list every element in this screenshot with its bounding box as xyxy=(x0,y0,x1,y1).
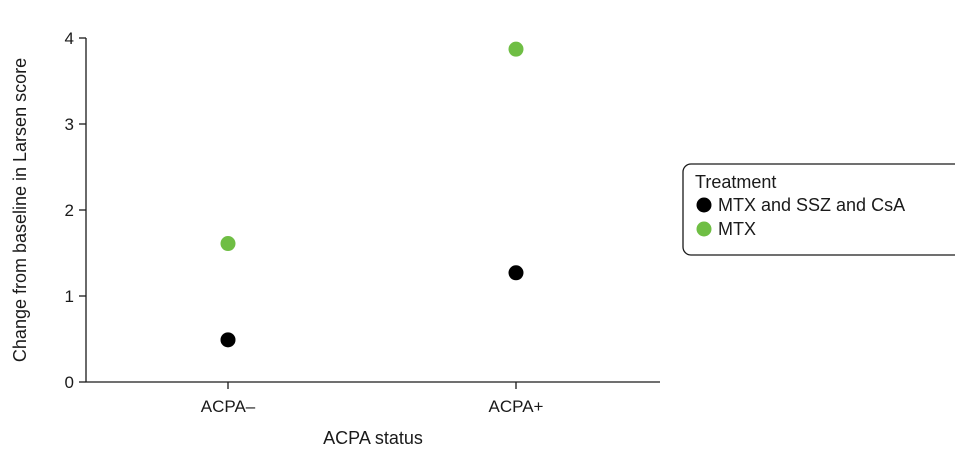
legend-label: MTX xyxy=(718,219,756,239)
x-axis-title: ACPA status xyxy=(323,428,423,448)
legend-box xyxy=(682,163,955,256)
legend-title: Treatment xyxy=(695,172,776,192)
y-tick-label: 1 xyxy=(65,287,74,306)
y-tick-label: 0 xyxy=(65,373,74,392)
data-point xyxy=(508,41,524,57)
axes: 0 1 2 3 4 ACPA– ACPA+ xyxy=(65,29,660,416)
y-tick-label: 4 xyxy=(65,29,74,48)
legend: Treatment MTX and SSZ and CsA MTX xyxy=(682,163,955,256)
x-tick-label: ACPA– xyxy=(201,397,256,416)
y-tick-label: 2 xyxy=(65,201,74,220)
data-points xyxy=(220,41,524,348)
y-tick-label: 3 xyxy=(65,115,74,134)
legend-label: MTX and SSZ and CsA xyxy=(718,195,905,215)
legend-swatch xyxy=(696,221,712,237)
legend-swatch xyxy=(696,197,712,213)
data-point xyxy=(508,265,524,281)
data-point xyxy=(220,332,236,348)
y-axis-title: Change from baseline in Larsen score xyxy=(10,58,30,362)
data-point xyxy=(220,236,236,252)
x-tick-label: ACPA+ xyxy=(489,397,544,416)
